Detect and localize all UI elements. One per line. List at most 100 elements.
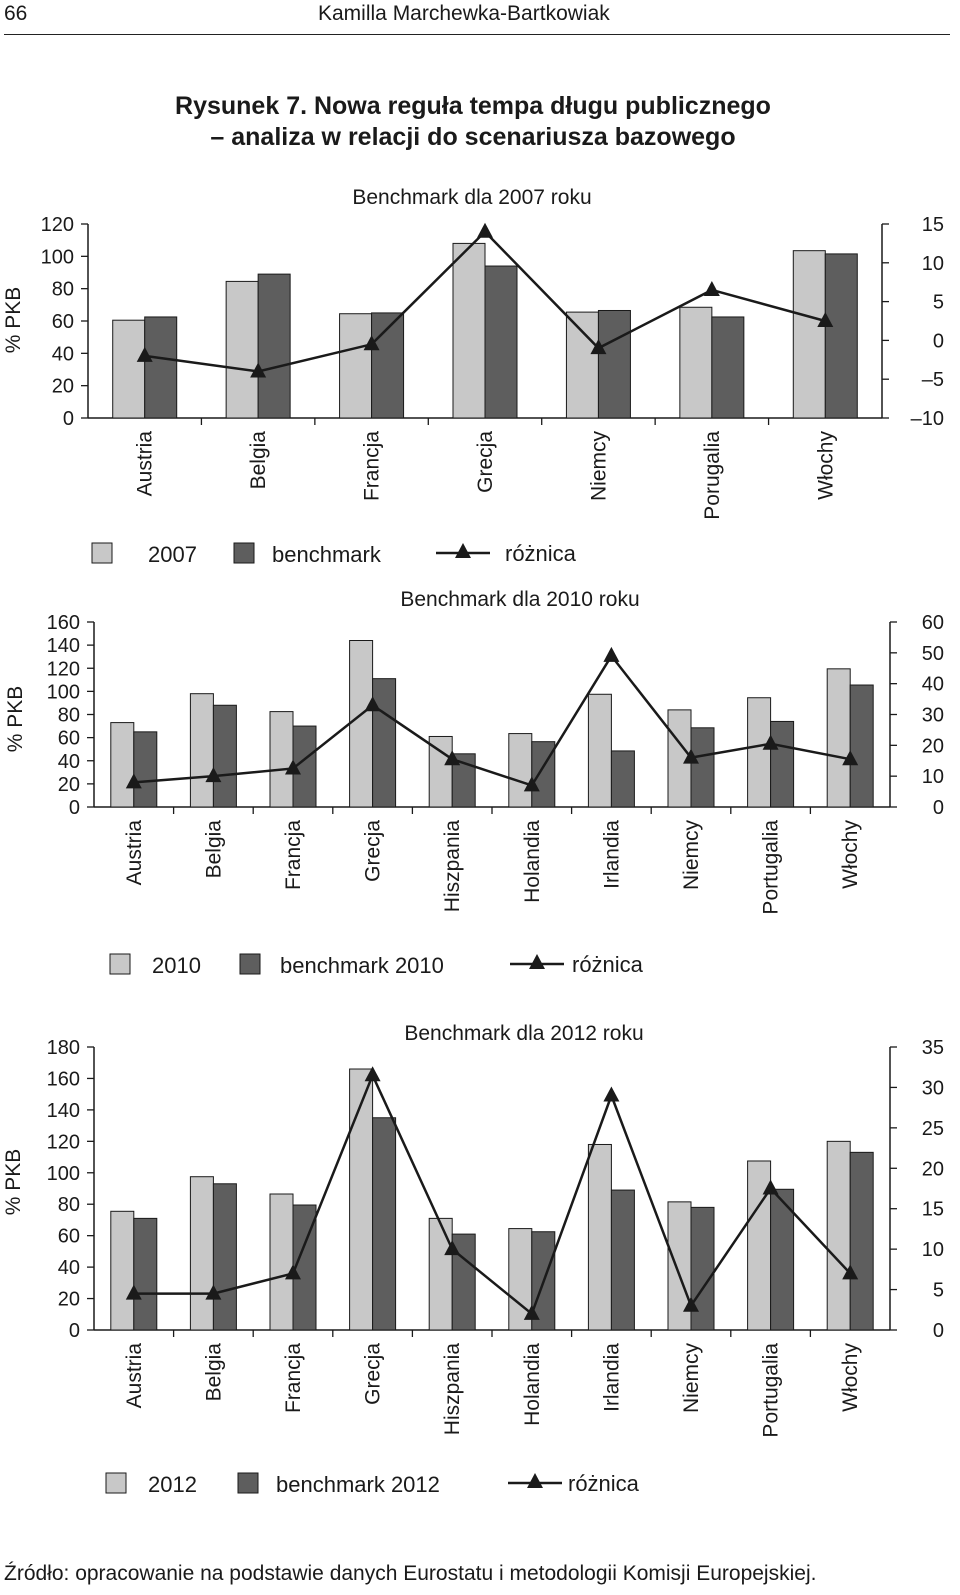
y-tick-label: 0 — [69, 797, 80, 819]
figure-title-line2: – analiza w relacji do scenariusza bazow… — [210, 123, 736, 151]
legend-swatch-year — [105, 1472, 127, 1494]
y2-tick-label: 25 — [922, 1118, 944, 1140]
y2-tick-label: 10 — [922, 1239, 944, 1261]
bar-benchmark — [257, 273, 291, 419]
bar-benchmark — [770, 720, 795, 808]
category-label: Portugalia — [760, 1343, 783, 1438]
bar-benchmark — [133, 731, 158, 808]
category-label: Holandia — [521, 1343, 544, 1426]
source-note: Źródło: opracowanie na podstawie danych … — [4, 1562, 817, 1585]
bar-2012 — [110, 1210, 135, 1331]
legend-label-roznica: różnica — [505, 541, 577, 566]
legend-label-year: 2007 — [148, 542, 197, 567]
marker-roznica — [762, 1179, 779, 1195]
bar-benchmark — [451, 753, 476, 808]
marker-roznica — [285, 759, 301, 775]
marker-roznica — [703, 280, 720, 296]
y-tick-label: 120 — [47, 658, 80, 680]
bar-benchmark — [849, 1151, 874, 1331]
bar-2012 — [189, 1176, 214, 1331]
y-tick-label: 80 — [58, 1194, 80, 1216]
y-tick-label: 40 — [58, 751, 80, 773]
category-label: Hiszpania — [441, 820, 464, 913]
y2-tick-label: 30 — [922, 705, 944, 727]
y-tick-label: 60 — [58, 728, 80, 750]
category-label: Francja — [282, 1343, 305, 1413]
category-label: Holandia — [521, 820, 544, 903]
bar-benchmark — [770, 1188, 795, 1331]
marker-roznica — [205, 767, 222, 783]
marker-roznica — [842, 750, 859, 766]
bar-benchmark — [690, 727, 715, 808]
y2-tick-label: 30 — [922, 1077, 944, 1099]
y-tick-label: 100 — [47, 681, 80, 703]
y-tick-label: 80 — [58, 705, 80, 727]
y2-tick-label: 15 — [922, 1199, 944, 1221]
bar-2007 — [452, 242, 486, 419]
chart-benchmark-2007: Benchmark dla 2007 roku % PKB 1201008060… — [2, 186, 944, 567]
bar-2012 — [349, 1068, 374, 1331]
bar-benchmark — [610, 750, 635, 808]
y-tick-label: 120 — [47, 1131, 80, 1153]
category-label: Portugalia — [760, 820, 783, 915]
y2-tick-label: 5 — [933, 292, 944, 314]
category-label: Włochy — [839, 1343, 862, 1412]
bar-2012 — [826, 1140, 851, 1331]
marker-roznica — [125, 773, 142, 789]
bar-2007 — [339, 313, 373, 419]
legend-label-year: 2012 — [148, 1472, 197, 1497]
category-label: Hiszpania — [441, 1343, 464, 1436]
bar-2010 — [587, 693, 612, 808]
y-tick-label: 40 — [52, 343, 74, 365]
line-roznica — [133, 653, 851, 787]
bar-benchmark — [451, 1233, 476, 1331]
category-label: Grecja — [474, 431, 497, 493]
category-label: Austria — [123, 1343, 146, 1409]
marker-roznica — [523, 776, 540, 792]
y-tick-label: 160 — [47, 1068, 80, 1090]
y-axis-label: % PKB — [2, 287, 25, 354]
y-tick-label: 140 — [47, 635, 80, 657]
bar-2012 — [587, 1143, 612, 1331]
y-tick-label: 80 — [52, 279, 74, 301]
marker-roznica — [590, 339, 607, 355]
bar-2010 — [110, 722, 135, 808]
legend-marker-roznica — [527, 1473, 543, 1488]
category-label: Irlandia — [600, 820, 623, 889]
category-label: Niemcy — [587, 431, 610, 502]
legend-label-year: 2010 — [152, 953, 201, 978]
category-label: Włochy — [814, 431, 837, 500]
category-label: Austria — [134, 431, 157, 497]
bar-benchmark — [824, 253, 858, 419]
marker-roznica — [250, 362, 267, 378]
marker-roznica — [364, 1066, 381, 1082]
category-label: Belgia — [202, 820, 225, 879]
category-label: Niemcy — [680, 1343, 703, 1414]
y2-tick-label: 10 — [922, 253, 944, 275]
bar-benchmark — [849, 684, 874, 808]
marker-roznica — [683, 1296, 699, 1312]
legend-label-benchmark: benchmark 2012 — [276, 1472, 440, 1497]
category-label: Francja — [361, 431, 384, 501]
legend-swatch-benchmark — [239, 953, 261, 975]
legend-label-benchmark: benchmark 2010 — [280, 953, 444, 978]
marker-roznica — [136, 346, 153, 362]
bar-2010 — [508, 733, 533, 808]
marker-roznica — [364, 696, 381, 712]
y-tick-label: 120 — [41, 214, 74, 236]
page-number: 66 — [4, 2, 28, 25]
y-tick-label: 60 — [52, 311, 74, 333]
y2-tick-label: 20 — [922, 1158, 944, 1180]
bar-benchmark — [371, 312, 405, 419]
chart-benchmark-2012: Benchmark dla 2012 roku % PKB 180 160 140 1… — [2, 1022, 944, 1497]
bar-2007 — [225, 280, 259, 419]
y2-tick-label: 20 — [922, 735, 944, 757]
legend-label-roznica: różnica — [568, 1471, 640, 1496]
category-label: Grecja — [362, 1343, 385, 1405]
bar-benchmark — [484, 265, 518, 419]
y2-tick-label: –10 — [911, 408, 944, 430]
bar-benchmark — [212, 1183, 237, 1331]
chart-title: Benchmark dla 2007 roku — [352, 186, 591, 209]
bar-2007 — [112, 319, 146, 419]
y-tick-label: 0 — [69, 1320, 80, 1342]
